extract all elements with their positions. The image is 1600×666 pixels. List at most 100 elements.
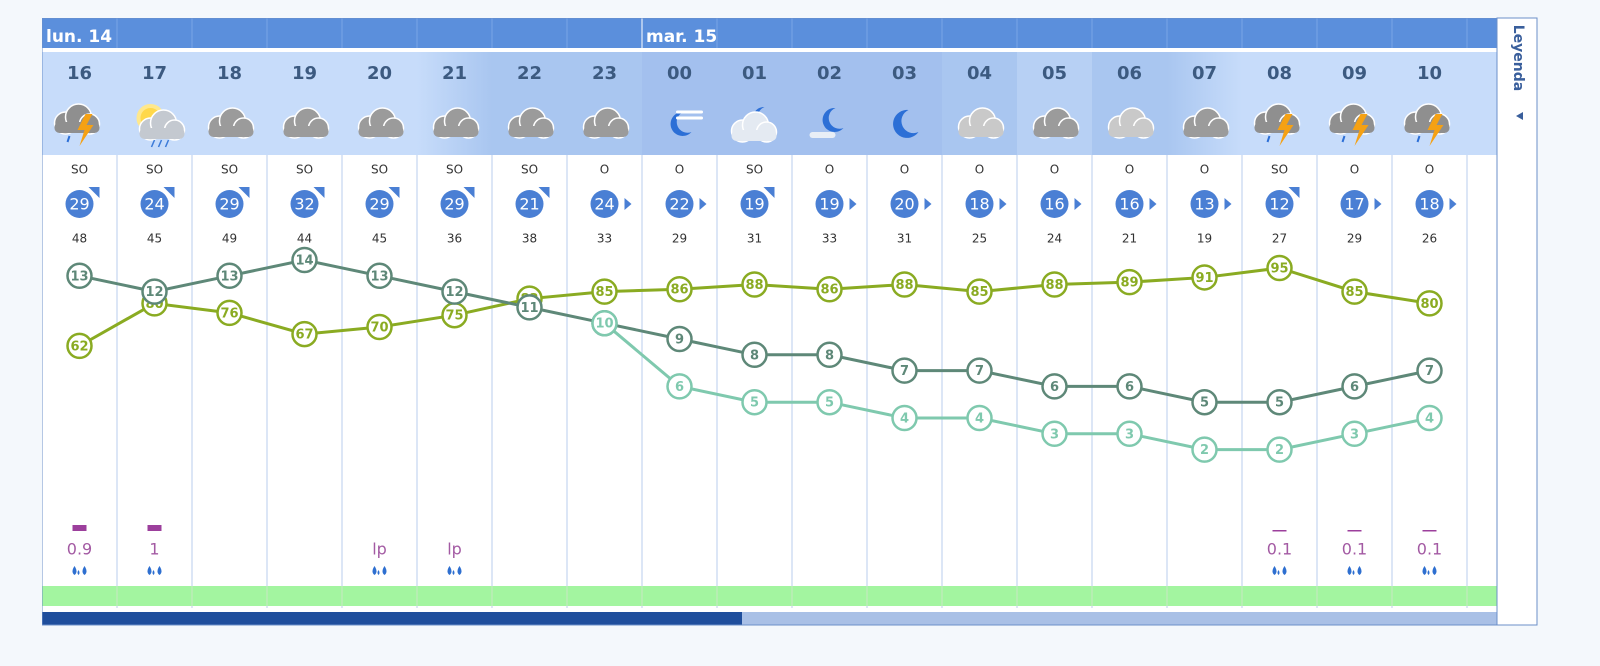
feels_like-label: 10 [595, 317, 613, 332]
wind-arrow [1288, 187, 1300, 198]
raindrop [157, 139, 163, 148]
wind-badge [515, 190, 544, 218]
temperature-point [441, 278, 468, 305]
wind-speed: 29 [369, 195, 389, 214]
wind-badge [665, 190, 694, 218]
gust-speed: 31 [897, 232, 912, 246]
cloud-part [208, 126, 254, 137]
wind-speed: 18 [969, 195, 989, 214]
wind-badge [815, 190, 844, 218]
feels_like-label: 4 [975, 412, 984, 427]
weather-icon [730, 111, 778, 143]
humidity-point [966, 278, 993, 305]
night-shade [1167, 52, 1242, 155]
wind-direction: SO [71, 163, 88, 177]
hour-label: 04 [967, 63, 992, 84]
wind-direction: O [900, 163, 909, 177]
legend-arrow[interactable] [1516, 112, 1523, 120]
wind-arrow [699, 198, 707, 210]
wind-arrow [924, 198, 932, 210]
humidity-point [1041, 271, 1068, 298]
lightning [1427, 114, 1444, 146]
temperature-label: 13 [220, 269, 238, 284]
night-shade [567, 52, 642, 155]
wind-badge [890, 190, 919, 218]
hour-label: 03 [892, 63, 917, 84]
wind-speed: 13 [1194, 195, 1214, 214]
wind-speed: 20 [894, 195, 914, 214]
feels_like-label: 2 [1275, 443, 1284, 458]
humidity-label: 86 [820, 283, 838, 298]
feels_like-point [1041, 420, 1068, 448]
rain-drop [457, 566, 462, 575]
precip-marker [72, 525, 87, 531]
temperature-point [1416, 357, 1443, 384]
cloud-part [583, 126, 629, 137]
gust-speed: 49 [222, 232, 237, 246]
temperature-point [1266, 388, 1293, 416]
wind-direction: SO [371, 163, 388, 177]
cloud-part [1254, 122, 1300, 133]
feels_like-point [891, 404, 918, 432]
cloud-part [508, 126, 554, 137]
legend-panel[interactable] [1496, 17, 1538, 626]
rain-drop [1282, 566, 1287, 575]
gust-speed: 36 [447, 232, 462, 246]
raindrop [164, 139, 170, 148]
humidity-point [591, 278, 618, 305]
humidity-point [741, 271, 768, 298]
wind-direction: O [1200, 163, 1209, 177]
wind-arrow [538, 187, 550, 198]
hour-label: 22 [517, 63, 542, 84]
wind-speed: 16 [1119, 195, 1139, 214]
wind-badge [140, 190, 169, 218]
feels_like-point [1116, 420, 1143, 448]
widget-border [42, 18, 1497, 626]
gust-speed: 38 [522, 232, 537, 246]
wind-speed: 16 [1044, 195, 1064, 214]
hour-label: 00 [667, 63, 692, 84]
wind-badge [1040, 190, 1069, 218]
temperature-label: 6 [1050, 380, 1059, 395]
gust-speed: 21 [1122, 232, 1137, 246]
hour-label: 20 [367, 63, 392, 84]
wind-direction: O [1350, 163, 1359, 177]
cloud-part [139, 128, 185, 139]
cloud-part [1404, 122, 1450, 133]
legend-tab[interactable]: Leyenda [1510, 25, 1526, 91]
temperature-point [291, 246, 318, 274]
day-label: mar. 15 [646, 27, 717, 47]
temperature-point [891, 357, 918, 384]
temperature-label: 13 [70, 269, 88, 284]
wind-arrow [163, 187, 175, 198]
wind-direction: O [1425, 163, 1434, 177]
temperature-point [1041, 373, 1068, 400]
weather-icon [893, 109, 919, 138]
rain-drop [1432, 566, 1437, 575]
temperature-label: 12 [145, 285, 163, 300]
wind-speed: 19 [819, 195, 839, 214]
wind-badge [290, 190, 319, 218]
gust-speed: 25 [972, 232, 987, 246]
weather-icon [1032, 107, 1080, 139]
humidity-point [666, 275, 693, 303]
wind-arrow [1224, 198, 1232, 210]
cloud-part [958, 126, 1004, 137]
wind-speed: 22 [669, 195, 689, 214]
cloud-part [1033, 126, 1079, 137]
wind-direction: SO [146, 163, 163, 177]
cloud-part [1183, 126, 1229, 137]
weather-icon [507, 107, 555, 139]
temperature-point [516, 294, 543, 321]
wind-badge [215, 190, 244, 218]
humidity-label: 85 [1345, 285, 1363, 300]
temperature-label: 7 [900, 364, 909, 379]
precip-marker [1347, 530, 1362, 532]
wind-arrow [1374, 198, 1382, 210]
hour-label: 18 [217, 63, 242, 84]
temperature-point [1116, 373, 1143, 400]
wind-direction: SO [446, 163, 463, 177]
wind-speed: 12 [1269, 195, 1289, 214]
weather-icon [670, 111, 692, 136]
